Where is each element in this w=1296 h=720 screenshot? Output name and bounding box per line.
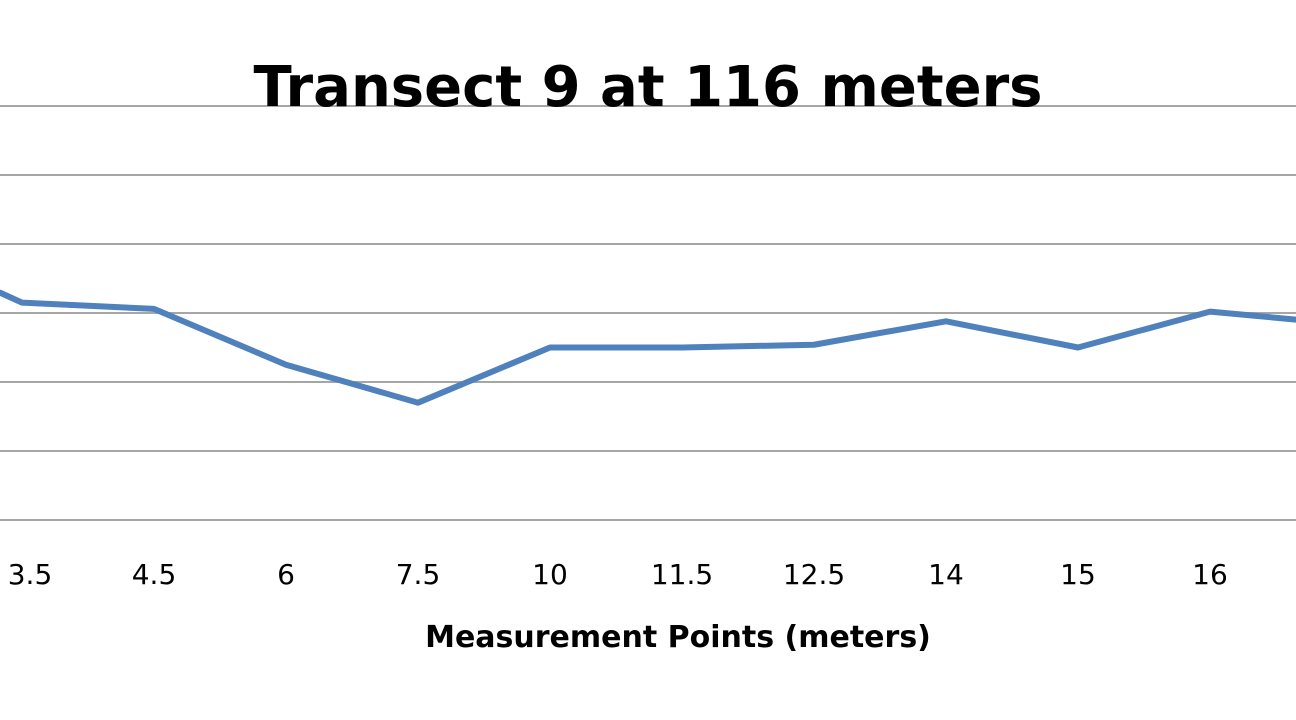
x-tick-label: 16 xyxy=(1192,558,1228,591)
x-tick-label: 12.5 xyxy=(783,558,845,591)
x-tick-label: 11.5 xyxy=(651,558,713,591)
x-tick-label: 7.5 xyxy=(396,558,441,591)
x-tick-label: 14 xyxy=(928,558,964,591)
x-tick-label: 4.5 xyxy=(132,558,177,591)
series-line-0 xyxy=(0,289,1296,406)
x-axis-ticks: 3.5 4.5 6 7.5 10 11.5 12.5 14 15 16 xyxy=(8,558,1228,591)
x-tick-label: 15 xyxy=(1060,558,1096,591)
series-layer xyxy=(0,289,1296,406)
gridlines xyxy=(0,105,1296,521)
x-tick-label: 10 xyxy=(532,558,568,591)
x-tick-label: 6 xyxy=(277,558,295,591)
chart-title: Transect 9 at 116 meters xyxy=(253,55,1042,120)
x-axis-label: Measurement Points (meters) xyxy=(425,620,931,655)
x-tick-label: 3.5 xyxy=(8,558,53,591)
